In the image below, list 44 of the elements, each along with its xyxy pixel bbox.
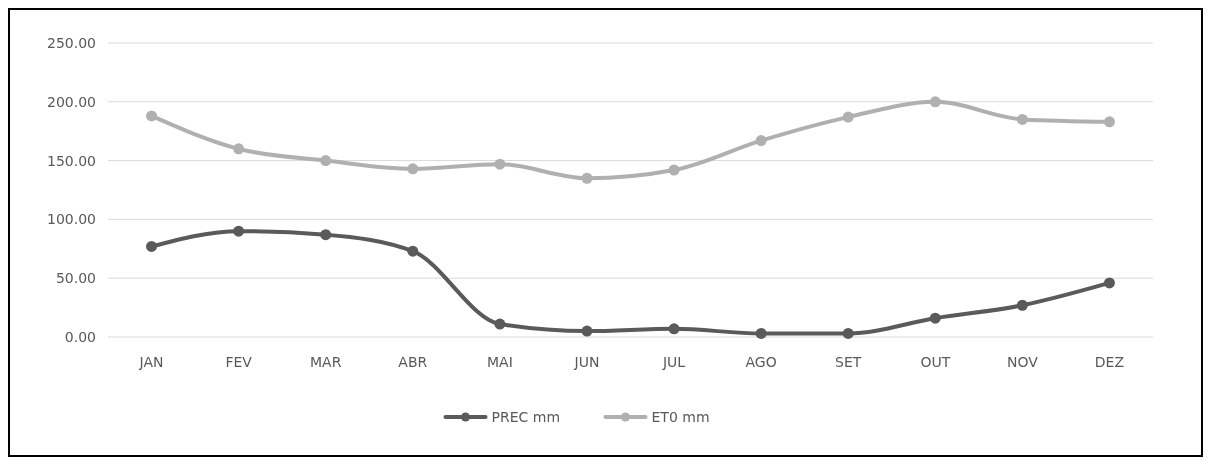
y-tick-label: 50.00 (55, 270, 96, 287)
x-tick-label: DEZ (1094, 354, 1125, 370)
legend-label: ET0 mm (651, 408, 710, 425)
point (668, 323, 680, 335)
y-tick-label: 0.00 (64, 328, 96, 345)
point (320, 155, 332, 167)
x-tick-label: AGO (745, 354, 777, 370)
point (233, 143, 245, 155)
x-tick-label: JUL (661, 354, 686, 370)
point (755, 327, 767, 339)
point (407, 245, 419, 257)
point (929, 96, 941, 108)
point (668, 164, 680, 176)
point (842, 327, 854, 339)
y-tick-label: 200.00 (47, 93, 96, 110)
x-tick-label: JAN (138, 354, 164, 370)
y-tick-label: 250.00 (47, 34, 96, 51)
x-tick-label: SET (835, 354, 862, 370)
point (146, 240, 158, 252)
point (929, 312, 941, 324)
y-tick-label: 150.00 (47, 152, 96, 169)
point (233, 225, 245, 237)
y-tick-label: 100.00 (47, 211, 96, 228)
point (494, 158, 506, 170)
x-tick-label: MAR (310, 354, 342, 370)
point (1016, 299, 1028, 311)
legend-label: PREC mm (491, 408, 561, 425)
point (581, 325, 593, 337)
point (581, 172, 593, 184)
point (320, 229, 332, 241)
point (1016, 113, 1028, 125)
x-tick-label: OUT (920, 354, 951, 370)
x-tick-label: MAI (486, 354, 513, 370)
point (1103, 277, 1115, 289)
x-tick-label: ABR (398, 354, 428, 370)
point (494, 318, 506, 330)
point (407, 163, 419, 175)
point (146, 110, 158, 122)
point (755, 135, 767, 147)
point (842, 111, 854, 123)
x-tick-label: FEV (225, 354, 253, 370)
point (1103, 116, 1115, 128)
x-tick-label: JUN (573, 354, 600, 370)
x-tick-label: NOV (1006, 354, 1039, 370)
